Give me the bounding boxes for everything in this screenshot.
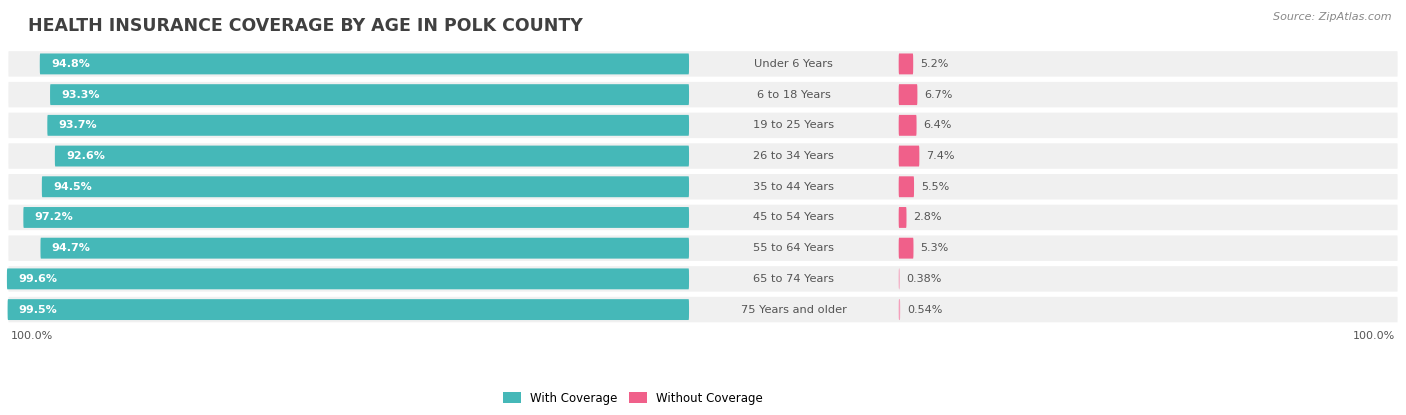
Text: Source: ZipAtlas.com: Source: ZipAtlas.com	[1274, 12, 1392, 22]
FancyBboxPatch shape	[898, 84, 917, 105]
Text: 5.2%: 5.2%	[920, 59, 949, 69]
Text: 0.38%: 0.38%	[907, 274, 942, 284]
FancyBboxPatch shape	[7, 295, 1399, 324]
Text: HEALTH INSURANCE COVERAGE BY AGE IN POLK COUNTY: HEALTH INSURANCE COVERAGE BY AGE IN POLK…	[28, 17, 583, 34]
FancyBboxPatch shape	[7, 265, 1399, 293]
Text: 75 Years and older: 75 Years and older	[741, 305, 846, 315]
Text: 0.54%: 0.54%	[907, 305, 942, 315]
FancyBboxPatch shape	[7, 50, 1399, 78]
Text: 100.0%: 100.0%	[1353, 331, 1395, 341]
FancyBboxPatch shape	[898, 54, 914, 74]
Text: 7.4%: 7.4%	[927, 151, 955, 161]
Text: 35 to 44 Years: 35 to 44 Years	[754, 182, 834, 192]
FancyBboxPatch shape	[7, 173, 1399, 201]
Text: 97.2%: 97.2%	[35, 212, 73, 222]
FancyBboxPatch shape	[898, 115, 917, 136]
Text: 65 to 74 Years: 65 to 74 Years	[754, 274, 834, 284]
Text: Under 6 Years: Under 6 Years	[755, 59, 834, 69]
FancyBboxPatch shape	[898, 207, 907, 228]
Legend: With Coverage, Without Coverage: With Coverage, Without Coverage	[498, 387, 768, 410]
FancyBboxPatch shape	[41, 238, 689, 259]
Text: 26 to 34 Years: 26 to 34 Years	[754, 151, 834, 161]
Text: 92.6%: 92.6%	[66, 151, 105, 161]
FancyBboxPatch shape	[24, 207, 689, 228]
Text: 2.8%: 2.8%	[914, 212, 942, 222]
FancyBboxPatch shape	[39, 54, 689, 74]
FancyBboxPatch shape	[42, 176, 689, 197]
FancyBboxPatch shape	[55, 146, 689, 166]
Text: 6 to 18 Years: 6 to 18 Years	[756, 90, 831, 100]
Text: 93.3%: 93.3%	[62, 90, 100, 100]
Text: 19 to 25 Years: 19 to 25 Years	[754, 120, 834, 130]
FancyBboxPatch shape	[7, 234, 1399, 262]
Text: 5.3%: 5.3%	[921, 243, 949, 253]
FancyBboxPatch shape	[7, 299, 689, 320]
FancyBboxPatch shape	[898, 299, 900, 320]
Text: 93.7%: 93.7%	[59, 120, 97, 130]
Text: 94.5%: 94.5%	[53, 182, 91, 192]
Text: 100.0%: 100.0%	[11, 331, 53, 341]
Text: 99.5%: 99.5%	[18, 305, 58, 315]
Text: 6.7%: 6.7%	[924, 90, 953, 100]
Text: 94.7%: 94.7%	[52, 243, 90, 253]
FancyBboxPatch shape	[7, 203, 1399, 232]
FancyBboxPatch shape	[7, 111, 1399, 139]
FancyBboxPatch shape	[7, 81, 1399, 109]
Text: 55 to 64 Years: 55 to 64 Years	[754, 243, 834, 253]
Text: 6.4%: 6.4%	[924, 120, 952, 130]
Text: 99.6%: 99.6%	[18, 274, 58, 284]
FancyBboxPatch shape	[898, 238, 914, 259]
FancyBboxPatch shape	[898, 146, 920, 166]
Text: 94.8%: 94.8%	[51, 59, 90, 69]
FancyBboxPatch shape	[51, 84, 689, 105]
FancyBboxPatch shape	[898, 176, 914, 197]
Text: 5.5%: 5.5%	[921, 182, 949, 192]
FancyBboxPatch shape	[7, 142, 1399, 170]
FancyBboxPatch shape	[7, 269, 689, 289]
FancyBboxPatch shape	[48, 115, 689, 136]
Text: 45 to 54 Years: 45 to 54 Years	[754, 212, 834, 222]
